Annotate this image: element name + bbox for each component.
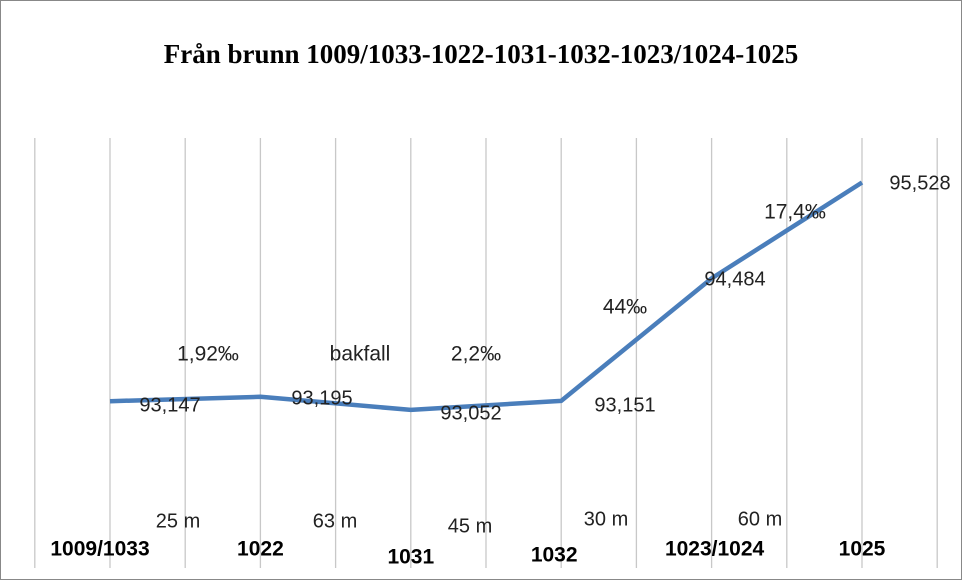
data-label: 93,052	[440, 402, 501, 424]
slope-label: 1,92‰	[177, 343, 239, 366]
slope-label: bakfall	[330, 343, 391, 366]
x-tick-label: 1025	[839, 538, 886, 561]
data-label: 93,151	[594, 394, 655, 416]
length-label: 30 m	[584, 508, 628, 530]
line	[109, 180, 864, 413]
slope-label: 2,2‰	[451, 343, 501, 366]
length-label: 60 m	[738, 508, 782, 530]
x-tick-label: 1022	[237, 538, 284, 561]
slope-label: 44‰	[603, 296, 647, 319]
x-tick-label: 1032	[531, 544, 578, 567]
data-label: 93,147	[139, 394, 200, 416]
chart-title: Från brunn 1009/1033-1022-1031-1032-1023…	[163, 39, 799, 69]
length-label: 63 m	[313, 510, 357, 532]
length-label: 25 m	[156, 510, 200, 532]
x-tick-label: 1009/1033	[50, 538, 149, 561]
slope-label: 17,4‰	[764, 201, 826, 224]
length-label: 45 m	[448, 515, 492, 537]
data-label: 95,528	[889, 172, 950, 194]
data-label: 94,484	[704, 268, 765, 290]
x-tick-label: 1031	[387, 546, 434, 569]
x-tick-label: 1023/1024	[665, 538, 765, 561]
data-label: 93,195	[291, 387, 352, 409]
